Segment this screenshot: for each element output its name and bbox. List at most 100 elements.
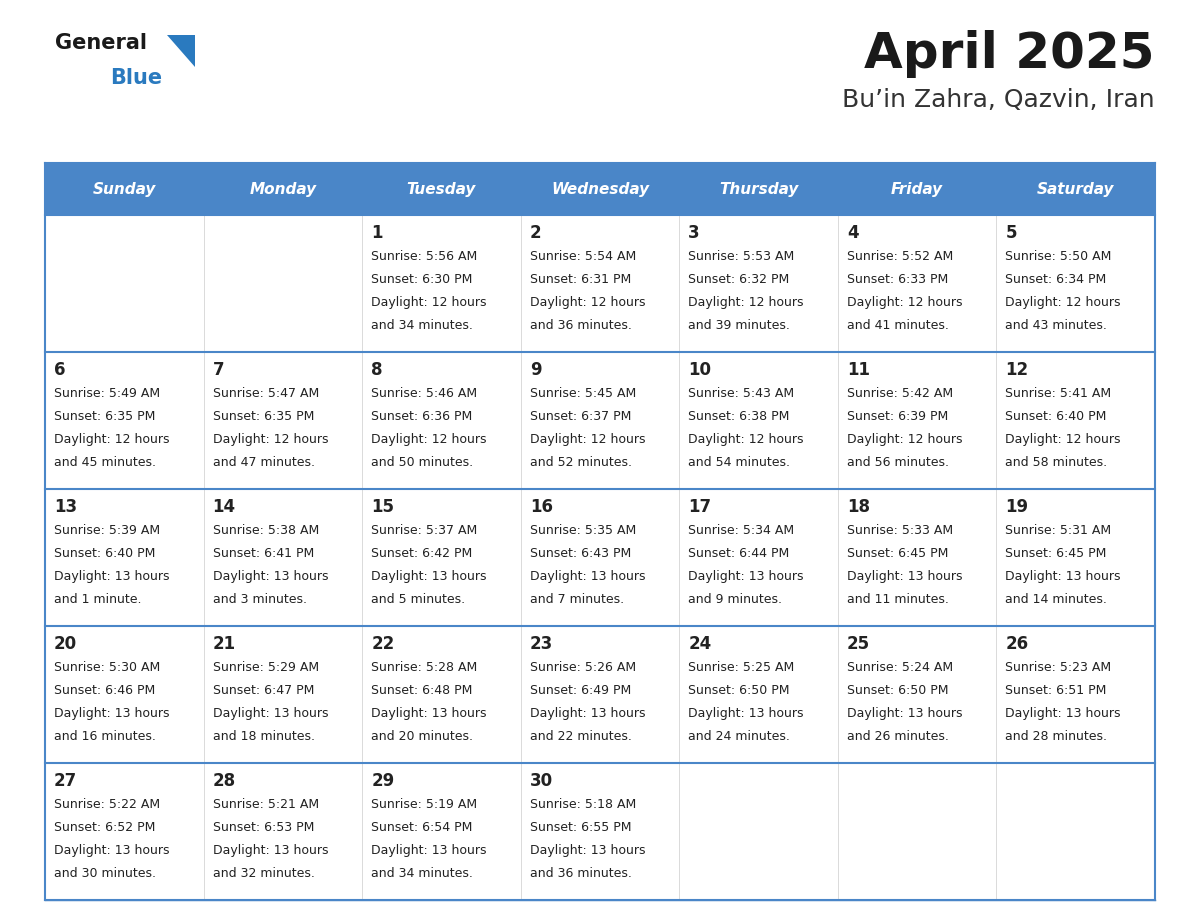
- Bar: [997, 215, 1155, 352]
- Text: and 58 minutes.: and 58 minutes.: [1005, 456, 1107, 469]
- Text: Sunrise: 5:41 AM: Sunrise: 5:41 AM: [1005, 387, 1112, 400]
- Text: 2: 2: [530, 224, 542, 242]
- Bar: [203, 352, 362, 489]
- Text: Sunset: 6:32 PM: Sunset: 6:32 PM: [688, 273, 790, 286]
- Bar: [45, 626, 203, 763]
- Polygon shape: [168, 35, 195, 67]
- Text: Daylight: 12 hours: Daylight: 12 hours: [847, 433, 962, 446]
- Bar: [680, 763, 838, 900]
- Text: Sunrise: 5:23 AM: Sunrise: 5:23 AM: [1005, 661, 1112, 674]
- Text: 23: 23: [530, 635, 552, 653]
- Text: Daylight: 13 hours: Daylight: 13 hours: [213, 707, 328, 720]
- Text: 1: 1: [371, 224, 383, 242]
- Text: April 2025: April 2025: [865, 30, 1155, 78]
- Bar: [520, 352, 680, 489]
- Text: Sunset: 6:40 PM: Sunset: 6:40 PM: [53, 547, 156, 560]
- Text: Daylight: 13 hours: Daylight: 13 hours: [1005, 707, 1121, 720]
- Text: Sunset: 6:36 PM: Sunset: 6:36 PM: [371, 410, 473, 423]
- Text: Daylight: 13 hours: Daylight: 13 hours: [53, 707, 170, 720]
- Text: and 54 minutes.: and 54 minutes.: [688, 456, 790, 469]
- Text: 26: 26: [1005, 635, 1029, 653]
- Text: 12: 12: [1005, 361, 1029, 379]
- Text: Sunset: 6:30 PM: Sunset: 6:30 PM: [371, 273, 473, 286]
- Text: Sunrise: 5:18 AM: Sunrise: 5:18 AM: [530, 798, 636, 811]
- Text: Sunrise: 5:45 AM: Sunrise: 5:45 AM: [530, 387, 636, 400]
- Text: Sunset: 6:48 PM: Sunset: 6:48 PM: [371, 684, 473, 697]
- Text: Daylight: 12 hours: Daylight: 12 hours: [530, 296, 645, 309]
- Text: Daylight: 12 hours: Daylight: 12 hours: [688, 433, 804, 446]
- Text: Sunset: 6:43 PM: Sunset: 6:43 PM: [530, 547, 631, 560]
- Text: and 43 minutes.: and 43 minutes.: [1005, 319, 1107, 332]
- Text: 25: 25: [847, 635, 870, 653]
- Text: Sunrise: 5:28 AM: Sunrise: 5:28 AM: [371, 661, 478, 674]
- Text: and 3 minutes.: and 3 minutes.: [213, 593, 307, 606]
- Text: Sunrise: 5:22 AM: Sunrise: 5:22 AM: [53, 798, 160, 811]
- Text: 19: 19: [1005, 498, 1029, 516]
- Text: Friday: Friday: [891, 182, 943, 196]
- Text: and 22 minutes.: and 22 minutes.: [530, 730, 632, 743]
- Text: and 26 minutes.: and 26 minutes.: [847, 730, 949, 743]
- Text: and 18 minutes.: and 18 minutes.: [213, 730, 315, 743]
- Text: and 36 minutes.: and 36 minutes.: [530, 319, 632, 332]
- Text: Daylight: 12 hours: Daylight: 12 hours: [1005, 296, 1121, 309]
- Text: Daylight: 12 hours: Daylight: 12 hours: [847, 296, 962, 309]
- Text: Sunrise: 5:33 AM: Sunrise: 5:33 AM: [847, 524, 953, 537]
- Text: and 14 minutes.: and 14 minutes.: [1005, 593, 1107, 606]
- Text: Daylight: 13 hours: Daylight: 13 hours: [213, 844, 328, 857]
- Text: Sunset: 6:54 PM: Sunset: 6:54 PM: [371, 821, 473, 834]
- Text: Sunrise: 5:54 AM: Sunrise: 5:54 AM: [530, 250, 636, 263]
- Text: and 50 minutes.: and 50 minutes.: [371, 456, 473, 469]
- Text: Bu’in Zahra, Qazvin, Iran: Bu’in Zahra, Qazvin, Iran: [842, 88, 1155, 112]
- Text: Sunset: 6:38 PM: Sunset: 6:38 PM: [688, 410, 790, 423]
- Text: 28: 28: [213, 772, 235, 790]
- Bar: [997, 763, 1155, 900]
- Text: Sunrise: 5:43 AM: Sunrise: 5:43 AM: [688, 387, 795, 400]
- Text: Sunrise: 5:42 AM: Sunrise: 5:42 AM: [847, 387, 953, 400]
- Bar: [838, 352, 997, 489]
- Bar: [997, 626, 1155, 763]
- Text: Sunday: Sunday: [93, 182, 156, 196]
- Text: and 7 minutes.: and 7 minutes.: [530, 593, 624, 606]
- Text: Daylight: 12 hours: Daylight: 12 hours: [213, 433, 328, 446]
- Bar: [362, 626, 520, 763]
- Text: Daylight: 13 hours: Daylight: 13 hours: [688, 570, 804, 583]
- Text: Daylight: 13 hours: Daylight: 13 hours: [847, 707, 962, 720]
- Text: Daylight: 13 hours: Daylight: 13 hours: [530, 570, 645, 583]
- Text: Daylight: 13 hours: Daylight: 13 hours: [213, 570, 328, 583]
- Text: and 24 minutes.: and 24 minutes.: [688, 730, 790, 743]
- Bar: [520, 215, 680, 352]
- Text: Sunset: 6:53 PM: Sunset: 6:53 PM: [213, 821, 314, 834]
- Bar: [362, 215, 520, 352]
- Bar: [203, 763, 362, 900]
- Bar: [203, 163, 362, 215]
- Bar: [680, 163, 838, 215]
- Text: 4: 4: [847, 224, 859, 242]
- Text: Sunrise: 5:46 AM: Sunrise: 5:46 AM: [371, 387, 478, 400]
- Text: and 45 minutes.: and 45 minutes.: [53, 456, 156, 469]
- Text: Daylight: 13 hours: Daylight: 13 hours: [530, 844, 645, 857]
- Text: 8: 8: [371, 361, 383, 379]
- Text: Sunrise: 5:39 AM: Sunrise: 5:39 AM: [53, 524, 160, 537]
- Text: and 20 minutes.: and 20 minutes.: [371, 730, 473, 743]
- Text: 17: 17: [688, 498, 712, 516]
- Bar: [838, 215, 997, 352]
- Text: Sunset: 6:45 PM: Sunset: 6:45 PM: [847, 547, 948, 560]
- Text: and 28 minutes.: and 28 minutes.: [1005, 730, 1107, 743]
- Text: Sunset: 6:35 PM: Sunset: 6:35 PM: [53, 410, 156, 423]
- Bar: [680, 489, 838, 626]
- Bar: [45, 352, 203, 489]
- Text: and 11 minutes.: and 11 minutes.: [847, 593, 949, 606]
- Text: Sunset: 6:39 PM: Sunset: 6:39 PM: [847, 410, 948, 423]
- Text: Sunrise: 5:29 AM: Sunrise: 5:29 AM: [213, 661, 318, 674]
- Text: 18: 18: [847, 498, 870, 516]
- Bar: [362, 163, 520, 215]
- Text: Sunrise: 5:35 AM: Sunrise: 5:35 AM: [530, 524, 636, 537]
- Text: Sunrise: 5:52 AM: Sunrise: 5:52 AM: [847, 250, 953, 263]
- Bar: [997, 352, 1155, 489]
- Bar: [680, 215, 838, 352]
- Text: 13: 13: [53, 498, 77, 516]
- Bar: [203, 489, 362, 626]
- Text: Sunset: 6:35 PM: Sunset: 6:35 PM: [213, 410, 314, 423]
- Text: 9: 9: [530, 361, 542, 379]
- Text: Sunset: 6:41 PM: Sunset: 6:41 PM: [213, 547, 314, 560]
